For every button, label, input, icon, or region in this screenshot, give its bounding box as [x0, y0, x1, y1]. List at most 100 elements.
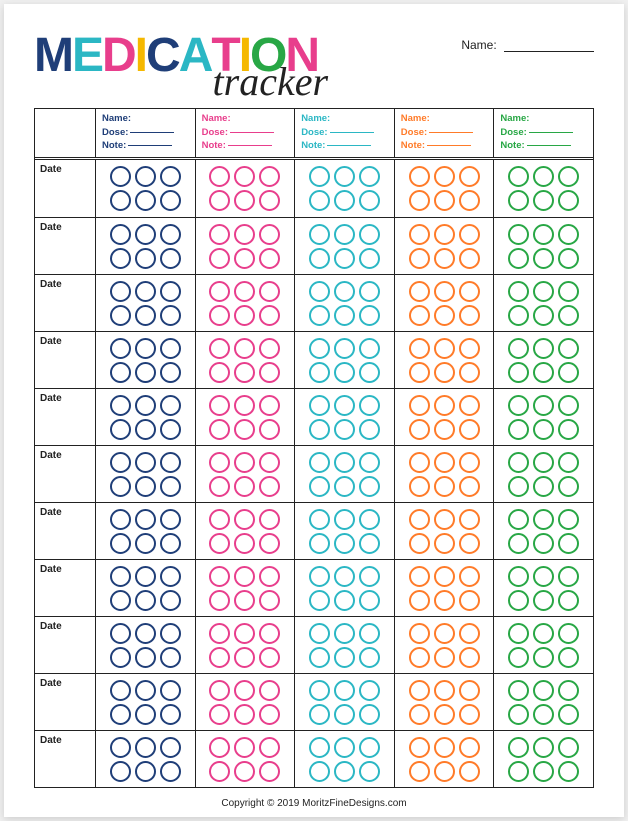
- dose-circle[interactable]: [160, 190, 181, 211]
- dose-circle[interactable]: [160, 647, 181, 668]
- dose-circle[interactable]: [209, 590, 230, 611]
- dose-circle[interactable]: [409, 623, 430, 644]
- dose-circle[interactable]: [259, 166, 280, 187]
- dose-circle[interactable]: [359, 190, 380, 211]
- dose-circle[interactable]: [110, 338, 131, 359]
- dose-circle[interactable]: [234, 419, 255, 440]
- dose-circle[interactable]: [160, 590, 181, 611]
- dose-circle[interactable]: [309, 190, 330, 211]
- dose-circle[interactable]: [160, 704, 181, 725]
- dose-circle[interactable]: [110, 452, 131, 473]
- dose-circle[interactable]: [334, 338, 355, 359]
- dose-circle[interactable]: [160, 224, 181, 245]
- dose-circle[interactable]: [259, 704, 280, 725]
- dose-circle[interactable]: [508, 452, 529, 473]
- dose-circle[interactable]: [409, 737, 430, 758]
- dose-circle[interactable]: [135, 395, 156, 416]
- dose-circle[interactable]: [209, 452, 230, 473]
- dose-circle[interactable]: [434, 509, 455, 530]
- dose-circle[interactable]: [259, 338, 280, 359]
- dose-circle[interactable]: [533, 590, 554, 611]
- dose-line[interactable]: [330, 132, 374, 133]
- dose-circle[interactable]: [309, 623, 330, 644]
- dose-circle[interactable]: [209, 166, 230, 187]
- dose-circle[interactable]: [259, 680, 280, 701]
- dose-circle[interactable]: [459, 419, 480, 440]
- dose-circle[interactable]: [110, 704, 131, 725]
- dose-circle[interactable]: [508, 190, 529, 211]
- dose-circle[interactable]: [459, 338, 480, 359]
- dose-circle[interactable]: [309, 737, 330, 758]
- dose-circle[interactable]: [135, 248, 156, 269]
- dose-circle[interactable]: [135, 305, 156, 326]
- dose-circle[interactable]: [334, 590, 355, 611]
- dose-circle[interactable]: [334, 761, 355, 782]
- dose-circle[interactable]: [508, 248, 529, 269]
- dose-circle[interactable]: [359, 680, 380, 701]
- dose-circle[interactable]: [135, 680, 156, 701]
- dose-circle[interactable]: [135, 476, 156, 497]
- dose-circle[interactable]: [434, 281, 455, 302]
- dose-circle[interactable]: [259, 452, 280, 473]
- dose-circle[interactable]: [533, 533, 554, 554]
- dose-circle[interactable]: [533, 704, 554, 725]
- dose-circle[interactable]: [209, 533, 230, 554]
- dose-circle[interactable]: [359, 761, 380, 782]
- dose-circle[interactable]: [459, 509, 480, 530]
- dose-circle[interactable]: [160, 476, 181, 497]
- dose-circle[interactable]: [434, 704, 455, 725]
- dose-circle[interactable]: [359, 362, 380, 383]
- dose-circle[interactable]: [334, 419, 355, 440]
- dose-circle[interactable]: [508, 166, 529, 187]
- dose-circle[interactable]: [209, 704, 230, 725]
- dose-circle[interactable]: [259, 737, 280, 758]
- note-line[interactable]: [427, 145, 471, 146]
- dose-circle[interactable]: [334, 704, 355, 725]
- dose-circle[interactable]: [209, 737, 230, 758]
- dose-circle[interactable]: [533, 419, 554, 440]
- date-cell[interactable]: Date: [35, 389, 95, 445]
- dose-circle[interactable]: [160, 305, 181, 326]
- dose-circle[interactable]: [160, 281, 181, 302]
- dose-circle[interactable]: [234, 190, 255, 211]
- dose-circle[interactable]: [334, 248, 355, 269]
- dose-circle[interactable]: [234, 590, 255, 611]
- dose-circle[interactable]: [558, 647, 579, 668]
- dose-circle[interactable]: [533, 476, 554, 497]
- dose-circle[interactable]: [558, 362, 579, 383]
- dose-circle[interactable]: [359, 590, 380, 611]
- dose-circle[interactable]: [434, 590, 455, 611]
- dose-circle[interactable]: [434, 737, 455, 758]
- dose-circle[interactable]: [334, 566, 355, 587]
- dose-circle[interactable]: [558, 305, 579, 326]
- dose-circle[interactable]: [533, 761, 554, 782]
- dose-circle[interactable]: [409, 166, 430, 187]
- note-line[interactable]: [327, 145, 371, 146]
- dose-circle[interactable]: [209, 395, 230, 416]
- dose-circle[interactable]: [234, 647, 255, 668]
- dose-circle[interactable]: [508, 305, 529, 326]
- date-cell[interactable]: Date: [35, 674, 95, 730]
- dose-circle[interactable]: [209, 248, 230, 269]
- dose-circle[interactable]: [334, 166, 355, 187]
- dose-circle[interactable]: [359, 737, 380, 758]
- dose-circle[interactable]: [459, 680, 480, 701]
- dose-circle[interactable]: [309, 166, 330, 187]
- dose-circle[interactable]: [309, 704, 330, 725]
- dose-circle[interactable]: [160, 338, 181, 359]
- dose-circle[interactable]: [359, 452, 380, 473]
- dose-circle[interactable]: [533, 166, 554, 187]
- dose-circle[interactable]: [110, 395, 131, 416]
- dose-circle[interactable]: [209, 761, 230, 782]
- dose-circle[interactable]: [508, 533, 529, 554]
- dose-circle[interactable]: [459, 190, 480, 211]
- dose-circle[interactable]: [359, 419, 380, 440]
- dose-circle[interactable]: [160, 533, 181, 554]
- dose-circle[interactable]: [508, 338, 529, 359]
- dose-circle[interactable]: [533, 509, 554, 530]
- dose-circle[interactable]: [234, 704, 255, 725]
- dose-circle[interactable]: [309, 533, 330, 554]
- dose-circle[interactable]: [160, 166, 181, 187]
- dose-circle[interactable]: [359, 248, 380, 269]
- dose-circle[interactable]: [533, 248, 554, 269]
